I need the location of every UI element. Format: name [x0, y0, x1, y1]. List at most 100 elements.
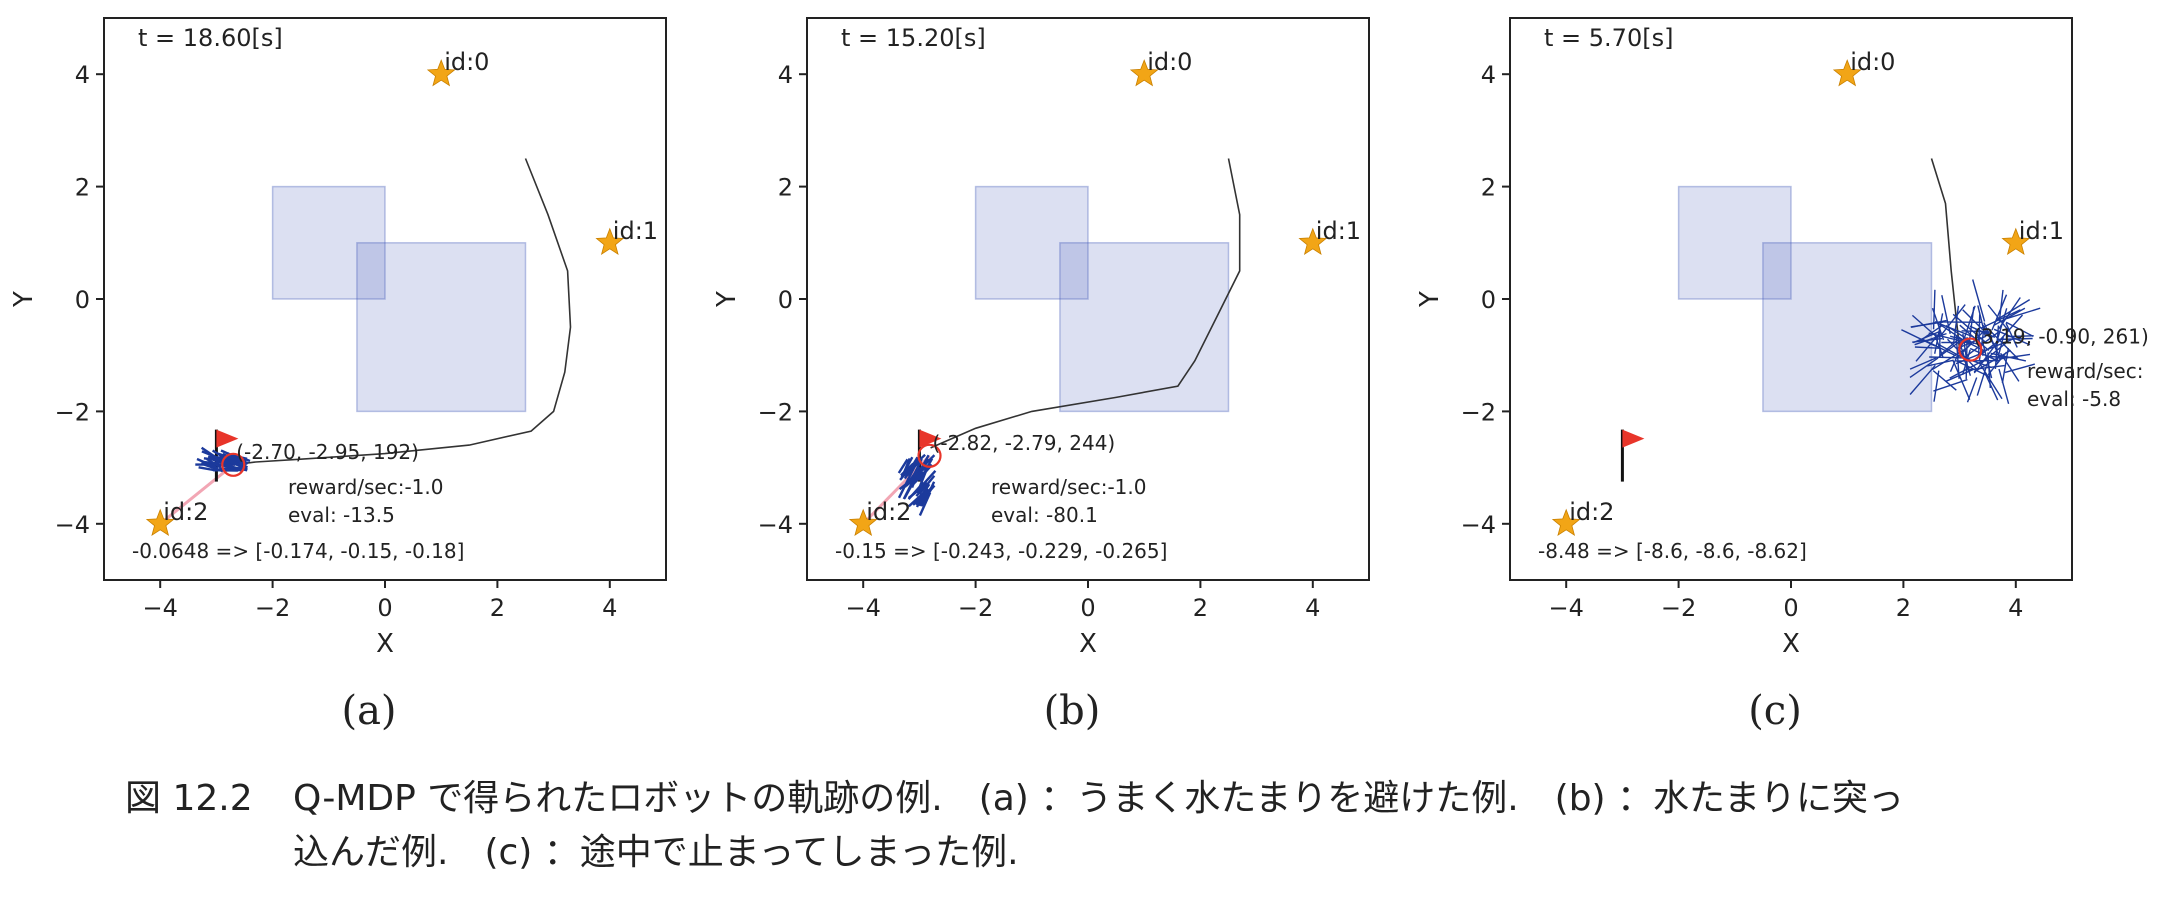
landmark-label-2: id:2 [163, 498, 208, 526]
eval-text: eval: -5.8 [2027, 387, 2121, 411]
particle [1983, 371, 1999, 401]
particle [1952, 305, 1960, 344]
chart-panel-1: id:0 id:1 id:2 (-2.70, -2.95, 192) reward/se… [9, 17, 667, 734]
particle [206, 457, 222, 469]
particle [1980, 309, 2021, 330]
particle [1914, 332, 1947, 346]
particle-cloud [1901, 279, 2041, 404]
y-tick-label: −4 [55, 511, 90, 539]
particle [196, 457, 219, 470]
robot-trajectory [233, 158, 572, 466]
particle [217, 452, 239, 462]
panel-label: (c) [1748, 688, 1802, 734]
robot-trajectory [930, 158, 1241, 449]
eval-text: eval: -13.5 [288, 503, 395, 527]
particle [2005, 321, 2034, 338]
puddle-1 [1677, 185, 1792, 300]
y-tick-label: −2 [758, 398, 793, 426]
particle [897, 458, 909, 474]
puddle-2 [356, 242, 527, 413]
particle [899, 462, 916, 481]
time-text: t = 15.20[s] [841, 24, 986, 52]
particle [1961, 305, 1976, 345]
particle [1929, 356, 1965, 359]
pose-text: (-2.70, -2.95, 192) [236, 440, 419, 464]
figure-caption: 図 12.2 Q-MDP で得られたロボットの軌跡の例. (a) ：うまく水たまり… [125, 772, 2115, 880]
particle [1991, 294, 2008, 331]
chart-panel-3: id:0 id:1 id:2 (3.19, -0.90, 261) reward/sec… [1415, 17, 2149, 734]
particle [224, 459, 247, 467]
chart-panel-2: id:0 id:1 id:2 (-2.82, -2.79, 244) reward/se… [712, 17, 1370, 734]
particle [2000, 352, 2020, 382]
particle [1901, 329, 1936, 347]
particle [1932, 370, 1957, 391]
x-tick-label: −2 [255, 594, 290, 622]
x-tick-label: 2 [490, 594, 505, 622]
particle [1972, 279, 1986, 322]
pose-estimate-circle [221, 452, 246, 477]
panel-label: (a) [341, 688, 396, 734]
landmark-label-0: id:0 [1147, 48, 1192, 76]
particle [1938, 304, 1966, 339]
particle [915, 482, 929, 497]
x-tick-label: 0 [1080, 594, 1095, 622]
landmark-label-1: id:1 [2019, 217, 2064, 245]
y-tick-label: −2 [1461, 398, 1496, 426]
y-axis-label: Y [1415, 291, 1445, 308]
particle [2004, 363, 2035, 374]
puddle-2 [1059, 242, 1230, 413]
caption-text-1: Q-MDP で得られたロボットの軌跡の例. (a) ：うまく水たまりを避けた例.… [293, 778, 1904, 819]
particle [1990, 352, 2027, 362]
particle [1955, 336, 1960, 379]
goal-flag [1622, 429, 1645, 448]
y-tick-label: −2 [55, 398, 90, 426]
particle [1962, 309, 1992, 339]
x-axis-label: X [1079, 629, 1097, 659]
panel-label: (b) [1044, 688, 1101, 734]
x-tick-label: −4 [1549, 594, 1584, 622]
y-tick-label: 0 [1481, 286, 1496, 314]
y-tick-label: 4 [1481, 61, 1496, 89]
particle [1940, 323, 1974, 338]
y-tick-label: 4 [75, 61, 90, 89]
y-tick-label: 2 [75, 174, 90, 202]
particle [224, 464, 243, 472]
landmark-label-1: id:1 [613, 217, 658, 245]
goal-flag [216, 429, 239, 448]
particle [200, 446, 224, 464]
particle [1912, 330, 1941, 344]
puddle-1 [974, 185, 1089, 300]
particle [1998, 368, 2010, 404]
reward-text: reward/sec:-1.0 [991, 475, 1147, 499]
x-axis-label: X [376, 629, 394, 659]
caption-line-2: 込んだ例. (c) ：途中で止まってしまった例. [125, 826, 2115, 880]
landmark-label-0: id:0 [444, 48, 489, 76]
particle [1950, 335, 1982, 346]
particle [916, 462, 932, 476]
particle [1983, 322, 2002, 361]
particle [1973, 349, 2012, 373]
x-tick-label: 0 [1783, 594, 1798, 622]
landmark-star-2 [1551, 508, 1581, 536]
figure-panels: id:0 id:1 id:2 (-2.70, -2.95, 192) reward/se… [9, 17, 2149, 734]
y-axis-label: Y [9, 291, 39, 308]
particle [2003, 307, 2041, 321]
y-tick-label: 4 [778, 61, 793, 89]
landmark-star-1 [2001, 227, 2031, 255]
particle [897, 477, 910, 499]
particle [1927, 359, 1953, 367]
landmark-star-1 [1298, 227, 1328, 255]
x-axis-label: X [1782, 629, 1800, 659]
puddle-1 [271, 185, 386, 300]
particle [2001, 347, 2009, 384]
value-text: -8.48 => [-8.6, -8.6, -8.62] [1538, 539, 1807, 563]
landmark-label-1: id:1 [1316, 217, 1361, 245]
pose-estimate-circle [917, 443, 942, 468]
y-tick-label: 2 [1481, 174, 1496, 202]
caption-line-1: 図 12.2 Q-MDP で得られたロボットの軌跡の例. (a) ：うまく水たまり… [125, 772, 2115, 826]
value-text: -0.15 => [-0.243, -0.229, -0.265] [835, 539, 1167, 563]
value-text: -0.0648 => [-0.174, -0.15, -0.18] [132, 539, 464, 563]
particle [1931, 307, 1945, 341]
particle [909, 469, 928, 487]
y-tick-label: 2 [778, 174, 793, 202]
